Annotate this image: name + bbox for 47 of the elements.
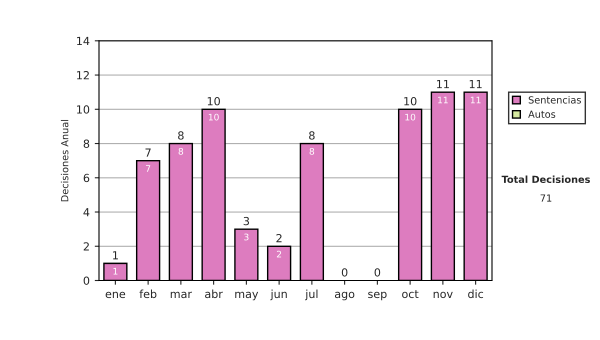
legend-label: Autos	[528, 110, 556, 118]
y-tick-label: 8	[84, 140, 90, 148]
text: Total Decisiones	[502, 175, 590, 184]
data-label: 3	[244, 234, 249, 240]
x-tick-label: mar	[170, 292, 192, 298]
total-label: 8	[309, 131, 315, 140]
total-label: 11	[470, 80, 482, 88]
total-label: 11	[437, 80, 449, 88]
text: 71	[540, 194, 552, 202]
data-label: 11	[438, 96, 448, 104]
x-tick-label: oct	[402, 290, 418, 298]
y-tick-label: 2	[84, 242, 89, 250]
total-label: 0	[342, 268, 348, 277]
data-label: 1	[113, 268, 118, 275]
y-tick-label: 6	[84, 174, 90, 182]
data-label: 8	[310, 148, 314, 155]
x-tick-label: feb	[139, 290, 156, 298]
total-label: 8	[178, 131, 184, 140]
data-label: 11	[470, 96, 481, 104]
x-tick-label: sep	[368, 292, 387, 300]
data-label: 10	[405, 114, 416, 121]
y-axis-title: Decisiones Anual	[60, 120, 68, 202]
x-tick-label: dic	[468, 290, 484, 298]
data-label: 10	[208, 114, 219, 121]
total-label: 10	[404, 97, 416, 106]
y-tick-label: 12	[77, 71, 89, 80]
x-tick-label: ago	[334, 292, 354, 300]
total-label: 0	[374, 268, 380, 277]
data-label: 2	[276, 250, 282, 258]
total-label: 2	[276, 234, 282, 242]
x-tick-label: nov	[434, 292, 453, 298]
x-tick-label: jun	[270, 290, 287, 300]
y-tick-label: 0	[84, 276, 90, 285]
total-label: 3	[244, 216, 250, 226]
data-label: 7	[146, 165, 150, 172]
total-label: 7	[146, 148, 151, 157]
x-tick-label: ene	[106, 292, 126, 298]
y-tick-label: 10	[77, 105, 90, 114]
y-tick-label: 4	[83, 208, 90, 216]
total-label: 10	[208, 97, 220, 106]
x-tick-label: abr	[205, 290, 223, 298]
x-tick-label: jul	[305, 290, 318, 300]
x-tick-label: may	[235, 292, 258, 300]
total-label: 1	[113, 251, 118, 260]
data-label: 8	[178, 148, 184, 155]
legend-label: Sentencias	[528, 96, 581, 104]
y-tick-label: 14	[77, 36, 90, 46]
